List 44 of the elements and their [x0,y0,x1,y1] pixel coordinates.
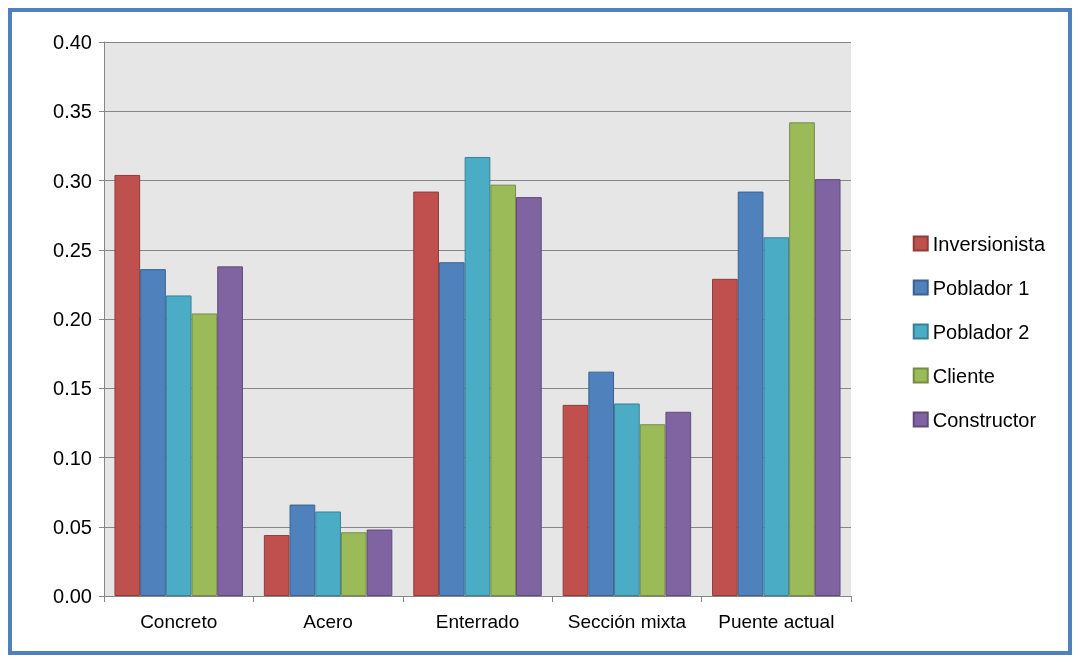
bar [516,197,542,596]
bar [588,371,615,596]
bar [464,156,491,596]
bar [562,404,589,596]
legend-label: Constructor [932,408,1037,431]
bar [665,411,692,596]
legend-label: Poblador 1 [932,276,1030,299]
x-tick-label: Acero [303,611,353,632]
bar [438,262,465,596]
bar [263,535,290,596]
legend-label: Inversionista [932,232,1046,255]
x-tick-label: Sección mixta [567,611,687,632]
bar [217,266,243,596]
y-tick-label: 0.30 [53,169,92,192]
bar [763,237,790,596]
bar [340,532,367,596]
y-tick-label: 0.15 [53,377,92,400]
bar [737,191,764,596]
bar [191,313,218,596]
y-tick-label: 0.35 [53,100,92,123]
y-tick-label: 0.25 [53,238,92,261]
bar [366,529,393,596]
bar [315,511,341,596]
legend-label: Poblador 2 [932,320,1030,343]
bar [114,174,141,596]
bar [289,504,316,596]
x-tick-label: Puente actual [718,611,835,632]
bar [140,269,166,596]
x-tick-label: Concreto [140,611,218,632]
bar [490,184,517,596]
y-tick-label: 0.40 [53,31,92,53]
x-tick-label: Enterrado [435,611,520,632]
bar [639,424,666,596]
legend-label: Cliente [932,364,995,387]
y-tick-label: 0.20 [53,308,92,330]
y-tick-label: 0.00 [53,585,92,607]
bar [614,403,640,596]
bar [789,122,815,596]
y-tick-label: 0.05 [53,515,92,538]
bar [165,295,192,596]
bar [712,278,738,596]
bar [814,179,841,596]
bar [413,191,439,596]
y-tick-label: 0.10 [53,446,92,469]
